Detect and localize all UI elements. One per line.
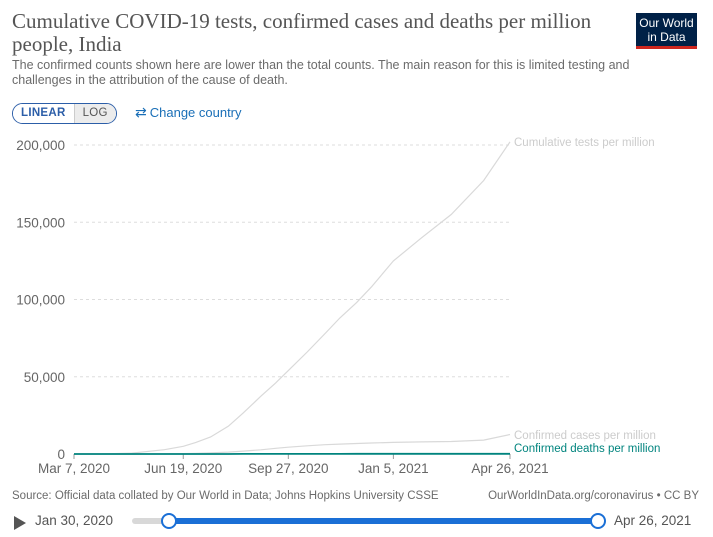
timeline-end-label: Apr 26, 2021 — [614, 513, 692, 528]
x-tick-label-0: Mar 7, 2020 — [38, 461, 110, 476]
scale-toggle: LINEAR LOG — [12, 103, 117, 124]
series-label-1: Confirmed cases per million — [514, 430, 656, 442]
linear-scale-button[interactable]: LINEAR — [13, 104, 74, 123]
license-link[interactable]: OurWorldInData.org/coronavirus • CC BY — [488, 490, 699, 502]
y-tick-label-4: 200,000 — [16, 138, 65, 153]
y-tick-label-2: 100,000 — [16, 293, 65, 308]
logo-line-2: in Data — [647, 30, 686, 44]
chart-title: Cumulative COVID-19 tests, confirmed cas… — [12, 9, 592, 56]
series-label-2: Confirmed deaths per million — [514, 443, 660, 455]
source-note: Source: Official data collated by Our Wo… — [12, 490, 439, 502]
series-line-1 — [74, 433, 511, 455]
timeline-start-handle[interactable] — [161, 513, 177, 529]
change-country-label: Change country — [149, 105, 242, 120]
x-tick-label-2: Sep 27, 2020 — [248, 461, 328, 476]
series-labels: Cumulative tests per million Confirmed ca… — [514, 137, 660, 455]
y-tick-label-0: 0 — [57, 447, 65, 462]
y-tick-label-3: 150,000 — [16, 215, 65, 230]
y-tick-label-1: 50,000 — [24, 370, 65, 385]
logo-line-1: Our World — [639, 16, 694, 30]
play-icon[interactable] — [14, 516, 26, 530]
swap-arrows-icon: ⇄ — [135, 104, 147, 120]
log-scale-button[interactable]: LOG — [73, 104, 116, 123]
timeline-slider: Jan 30, 2020 Apr 26, 2021 — [12, 510, 702, 534]
chart-subtitle: The confirmed counts shown here are lowe… — [12, 58, 630, 87]
series-label-0: Cumulative tests per million — [514, 137, 655, 149]
timeline-start-label: Jan 30, 2020 — [35, 513, 114, 528]
x-tick-label-3: Jan 5, 2021 — [358, 461, 429, 476]
timeline-selected-range — [169, 518, 598, 524]
y-axis: 0 50,000 100,000 150,000 200,000 — [16, 138, 65, 462]
series-lines — [74, 141, 511, 455]
x-tick-label-4: Apr 26, 2021 — [471, 461, 548, 476]
x-axis: Mar 7, 2020 Jun 19, 2020 Sep 27, 2020 Jan 5… — [38, 453, 549, 476]
series-line-0 — [74, 141, 511, 455]
grid-lines — [74, 144, 510, 378]
timeline-end-handle[interactable] — [590, 513, 606, 529]
change-country-button[interactable]: ⇄ Change country — [135, 104, 242, 121]
owid-logo[interactable]: Our World in Data — [636, 13, 697, 49]
x-tick-label-1: Jun 19, 2020 — [144, 461, 222, 476]
